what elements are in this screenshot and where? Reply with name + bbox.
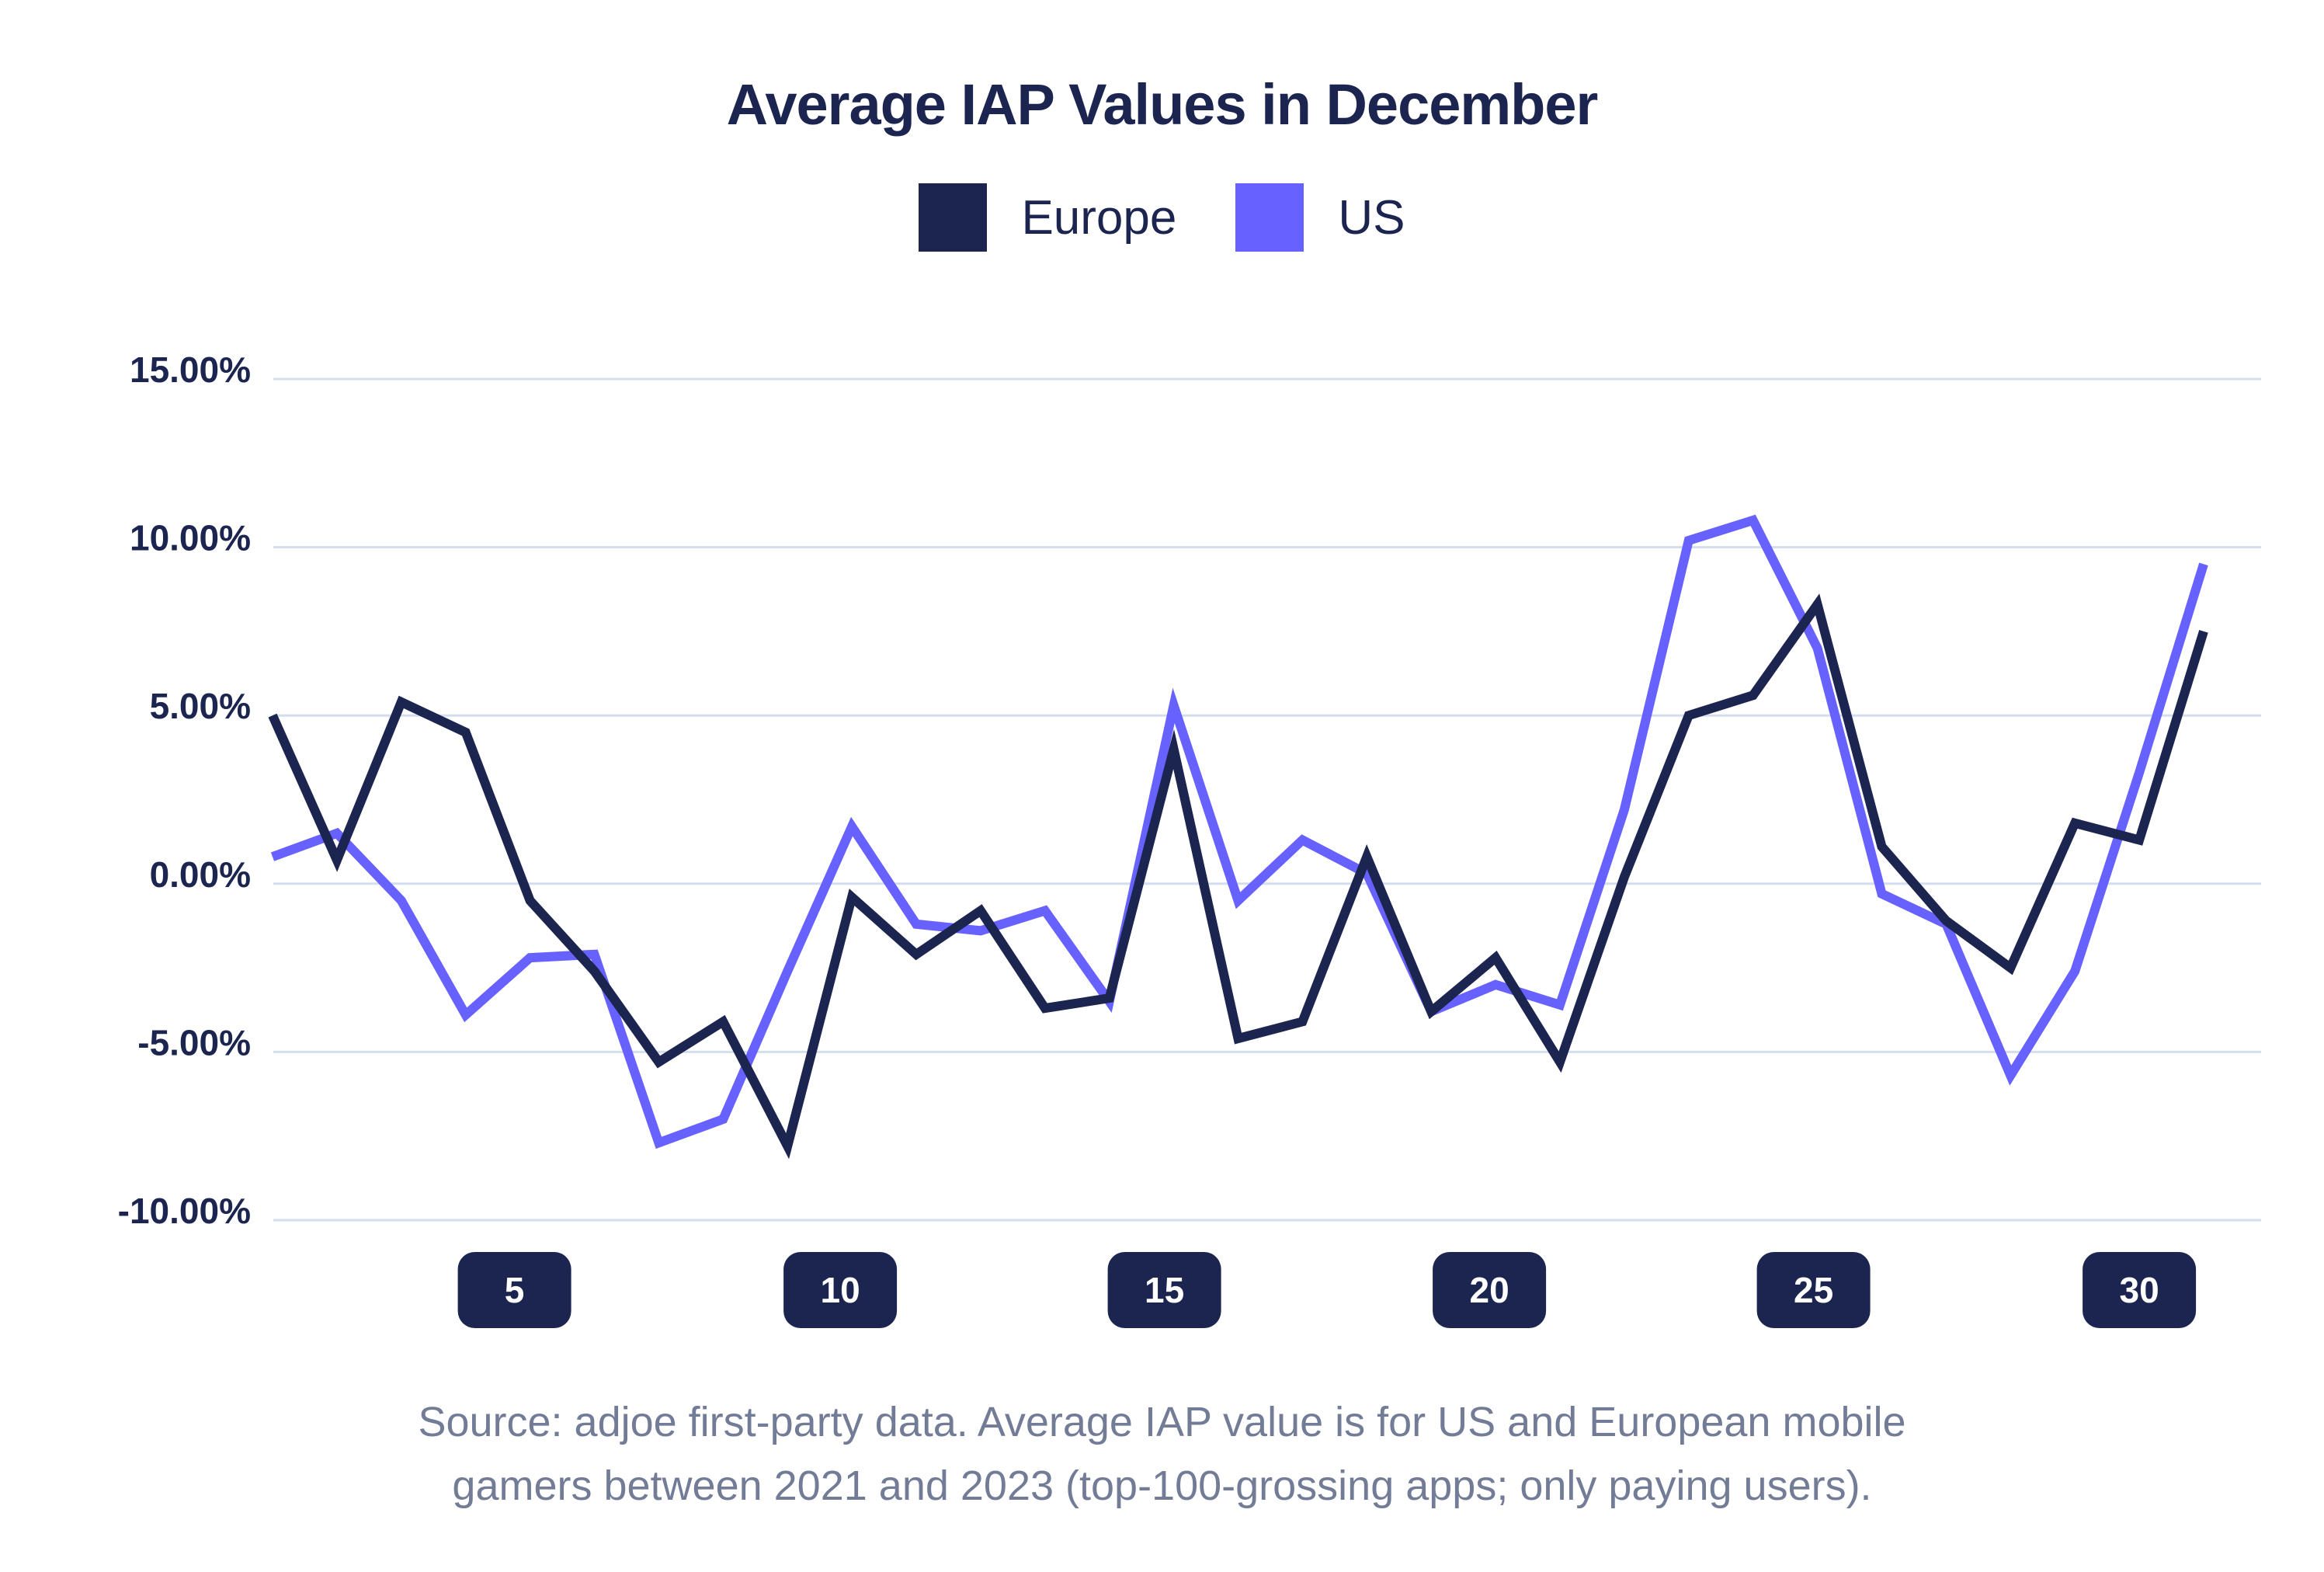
y-axis-tick-labels: 15.00% 10.00% 5.00% 0.00% -5.00% -10.00% <box>118 350 251 1231</box>
legend-swatch-us <box>1235 183 1304 252</box>
x-tick-badge: 20 <box>1433 1252 1547 1328</box>
x-tick-badge: 15 <box>1107 1252 1221 1328</box>
legend-label-europe: Europe <box>1021 190 1177 245</box>
x-tick-badge-bg <box>2083 1252 2197 1328</box>
x-tick-label: 30 <box>2120 1270 2159 1310</box>
x-tick-badge-bg <box>1756 1252 1871 1328</box>
x-tick-badge: 10 <box>783 1252 898 1328</box>
x-tick-badge-bg <box>457 1252 571 1328</box>
x-tick-badge-bg <box>1433 1252 1547 1328</box>
x-tick-badge-bg <box>1107 1252 1221 1328</box>
x-tick-label: 5 <box>505 1270 525 1310</box>
gridlines <box>273 377 2261 1222</box>
legend-label-us: US <box>1338 190 1405 245</box>
y-tick-label: -10.00% <box>118 1191 251 1231</box>
y-tick-label: 0.00% <box>150 854 251 895</box>
y-tick-label: 15.00% <box>130 350 251 390</box>
x-tick-label: 10 <box>821 1270 860 1310</box>
x-tick-label: 15 <box>1145 1270 1184 1310</box>
legend-item-us[interactable]: US <box>1235 183 1405 252</box>
legend: Europe US <box>0 183 2324 252</box>
x-tick-badge: 25 <box>1756 1252 1871 1328</box>
chart-title: Average IAP Values in December <box>726 72 1599 137</box>
source-note-line-2: gamers between 2021 and 2023 (top-100-gr… <box>452 1462 1872 1509</box>
legend-item-europe[interactable]: Europe <box>919 183 1176 252</box>
source-note-line-1: Source: adjoe first-party data. Average … <box>418 1399 1906 1445</box>
series-line-us <box>270 514 2208 1149</box>
series-line-europe <box>268 593 2208 1160</box>
x-tick-label: 25 <box>1794 1270 1833 1310</box>
legend-swatch-europe <box>919 183 988 252</box>
x-tick-badge: 5 <box>457 1252 571 1328</box>
y-tick-label: 5.00% <box>150 686 251 726</box>
y-tick-label: -5.00% <box>137 1022 251 1062</box>
x-axis-tick-badges: 5 10 15 20 25 30 <box>457 1252 2197 1328</box>
source-note: Source: adjoe first-party data. Average … <box>0 1390 2324 1518</box>
x-tick-badge-bg <box>783 1252 898 1328</box>
y-tick-label: 10.00% <box>130 518 251 558</box>
series-lines <box>268 514 2208 1160</box>
x-tick-badge: 30 <box>2083 1252 2197 1328</box>
x-tick-label: 20 <box>1470 1270 1509 1310</box>
